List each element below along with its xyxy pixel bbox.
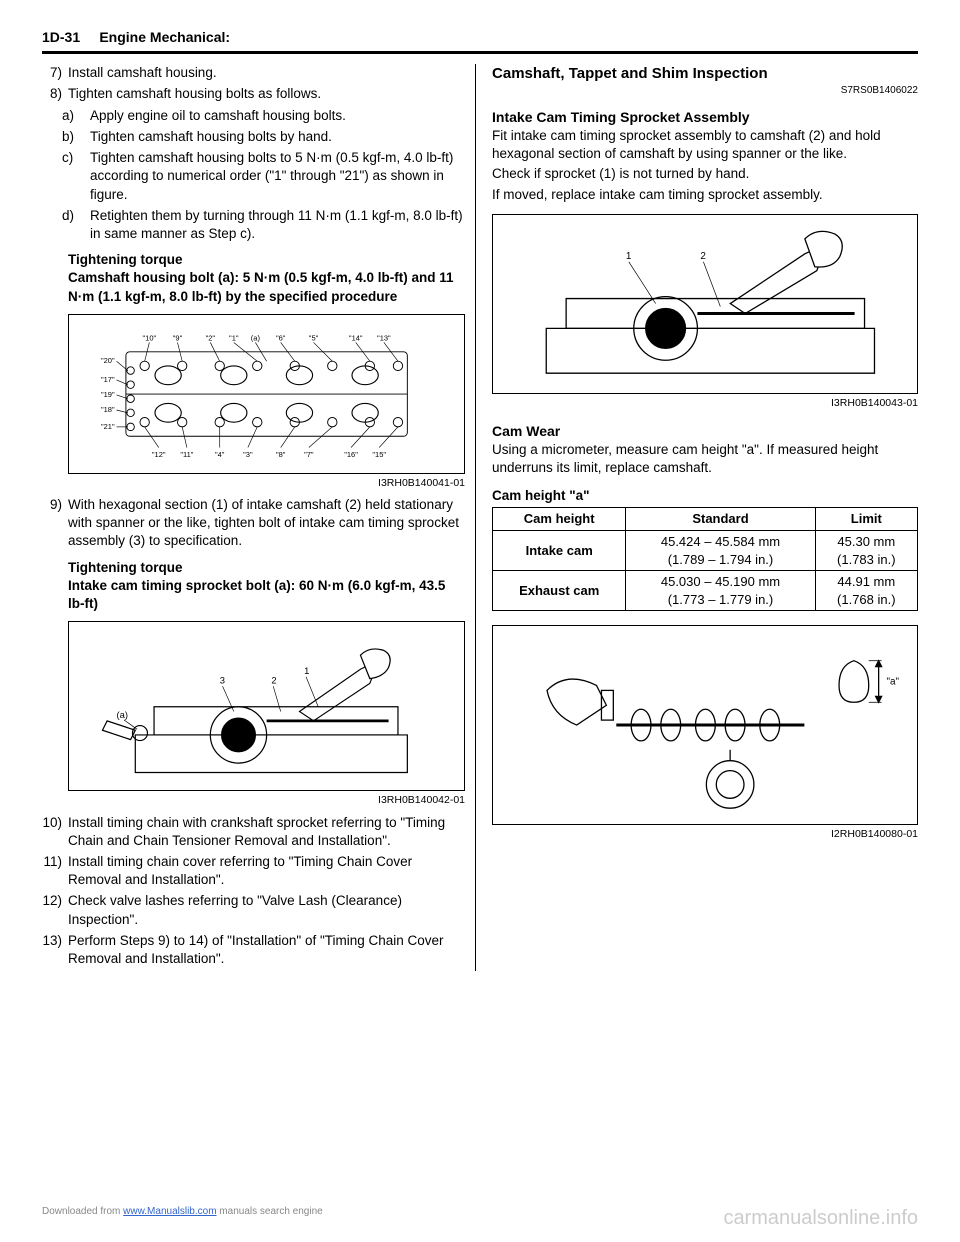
footer-suffix: manuals search engine — [217, 1206, 323, 1217]
svg-text:"8": "8" — [276, 450, 286, 459]
svg-text:"17": "17" — [101, 375, 115, 384]
svg-text:(a): (a) — [116, 710, 127, 720]
step-8: Tighten camshaft housing bolts as follow… — [68, 85, 321, 103]
right-column: Camshaft, Tappet and Shim Inspection S7R… — [484, 64, 918, 971]
svg-text:"21": "21" — [101, 422, 115, 431]
tightening-torque-body-2: Intake cam timing sprocket bolt (a): 60 … — [68, 577, 465, 613]
svg-text:"11": "11" — [180, 450, 193, 459]
figure-4-code: I2RH0B140080-01 — [492, 827, 918, 841]
svg-text:"10": "10" — [142, 333, 156, 342]
svg-text:1: 1 — [625, 251, 631, 262]
svg-text:"1": "1" — [229, 333, 239, 342]
row1-std: 45.424 – 45.584 mm (1.789 – 1.794 in.) — [626, 531, 815, 571]
subhead-intake: Intake Cam Timing Sprocket Assembly — [492, 108, 918, 127]
figure-1: "10" "9" "2" "1" (a) "6" "5" "14" "13" — [68, 314, 465, 474]
row2-std: 45.030 – 45.190 mm (1.773 – 1.779 in.) — [626, 571, 815, 611]
svg-text:3: 3 — [220, 675, 225, 685]
cam-height-table: Cam height Standard Limit Intake cam 45.… — [492, 507, 918, 611]
step-13: Perform Steps 9) to 14) of "Installation… — [68, 932, 465, 968]
svg-text:"4": "4" — [215, 450, 225, 459]
para-r2: Check if sprocket (1) is not turned by h… — [492, 165, 918, 183]
svg-text:"15": "15" — [372, 450, 386, 459]
step-11: Install timing chain cover referring to … — [68, 853, 465, 889]
section-name: Engine Mechanical: — [99, 29, 230, 45]
svg-text:(a): (a) — [251, 333, 261, 342]
step-10: Install timing chain with crankshaft spr… — [68, 814, 465, 850]
th-std: Standard — [626, 508, 815, 531]
right-doc-code: S7RS0B1406022 — [492, 84, 918, 98]
svg-text:"7": "7" — [304, 450, 314, 459]
para-r3: If moved, replace intake cam timing spro… — [492, 186, 918, 204]
para-r1: Fit intake cam timing sprocket assembly … — [492, 127, 918, 163]
th-lim: Limit — [815, 508, 917, 531]
figure-4: "a" — [492, 625, 918, 825]
svg-text:"a": "a" — [886, 677, 899, 688]
page-header: 1D-31 Engine Mechanical: — [42, 28, 918, 54]
right-title: Camshaft, Tappet and Shim Inspection — [492, 64, 918, 84]
step-12: Check valve lashes referring to "Valve L… — [68, 892, 465, 928]
left-column: 7)Install camshaft housing. 8)Tighten ca… — [42, 64, 476, 971]
svg-text:"2": "2" — [205, 333, 215, 342]
row1-label: Intake cam — [493, 531, 626, 571]
th-cam: Cam height — [493, 508, 626, 531]
step-8a: Apply engine oil to camshaft housing bol… — [90, 107, 346, 125]
row1-lim: 45.30 mm (1.783 in.) — [815, 531, 917, 571]
step-8c: Tighten camshaft housing bolts to 5 N·m … — [90, 149, 465, 204]
page-code: 1D-31 — [42, 29, 80, 45]
tightening-torque-title-1: Tightening torque — [68, 251, 465, 269]
svg-text:"20": "20" — [101, 356, 115, 365]
row2-label: Exhaust cam — [493, 571, 626, 611]
para-r4: Using a micrometer, measure cam height "… — [492, 441, 918, 477]
figure-3-code: I3RH0B140043-01 — [492, 396, 918, 410]
svg-text:"5": "5" — [309, 333, 319, 342]
page-footer: Downloaded from www.Manualslib.com manua… — [42, 1205, 918, 1232]
watermark: carmanualsonline.info — [723, 1205, 918, 1232]
figure-2-code: I3RH0B140042-01 — [68, 793, 465, 807]
step-8b: Tighten camshaft housing bolts by hand. — [90, 128, 332, 146]
step-7: Install camshaft housing. — [68, 64, 217, 82]
svg-text:"9": "9" — [173, 333, 183, 342]
svg-text:"14": "14" — [349, 333, 363, 342]
figure-3: 1 2 — [492, 214, 918, 394]
subhead-camwear: Cam Wear — [492, 422, 918, 441]
svg-text:"12": "12" — [152, 450, 166, 459]
row2-lim: 44.91 mm (1.768 in.) — [815, 571, 917, 611]
table-title: Cam height "a" — [492, 487, 918, 505]
manualslib-link[interactable]: www.Manualslib.com — [123, 1206, 216, 1217]
svg-text:1: 1 — [304, 665, 309, 675]
svg-text:"18": "18" — [101, 405, 115, 414]
step-9: With hexagonal section (1) of intake cam… — [68, 496, 465, 551]
footer-prefix: Downloaded from — [42, 1206, 123, 1217]
tightening-torque-body-1: Camshaft housing bolt (a): 5 N·m (0.5 kg… — [68, 269, 465, 305]
figure-2: (a) 1 2 3 — [68, 621, 465, 791]
step-8d: Retighten them by turning through 11 N·m… — [90, 207, 465, 243]
svg-text:"19": "19" — [101, 390, 115, 399]
svg-text:"13": "13" — [377, 333, 391, 342]
svg-text:2: 2 — [700, 251, 706, 262]
figure-1-code: I3RH0B140041-01 — [68, 476, 465, 490]
svg-text:2: 2 — [271, 675, 276, 685]
svg-text:"16": "16" — [344, 450, 358, 459]
svg-text:"3": "3" — [243, 450, 253, 459]
tightening-torque-title-2: Tightening torque — [68, 559, 465, 577]
svg-text:"6": "6" — [276, 333, 286, 342]
